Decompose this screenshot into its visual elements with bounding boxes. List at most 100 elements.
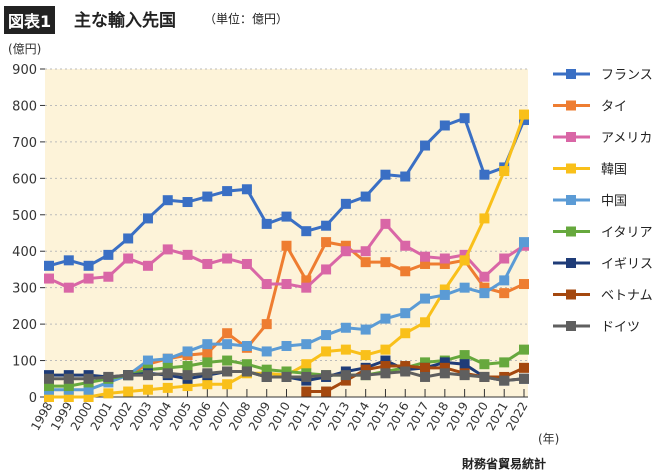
legend-marker — [566, 132, 576, 142]
data-point — [340, 344, 351, 355]
data-point — [281, 366, 292, 377]
data-point — [439, 258, 450, 269]
data-point — [420, 317, 431, 328]
data-point — [479, 282, 490, 293]
data-point — [202, 379, 213, 390]
data-point — [400, 308, 411, 319]
data-point — [63, 255, 74, 266]
data-point — [261, 319, 272, 330]
data-point — [142, 355, 153, 366]
legend-label: 韓国 — [601, 163, 627, 178]
legend-label: ドイツ — [601, 320, 640, 335]
data-point — [123, 370, 134, 381]
data-point — [301, 371, 312, 382]
data-point — [400, 266, 411, 277]
data-point — [103, 249, 114, 260]
data-point — [420, 371, 431, 382]
x-axis-label: (年) — [538, 432, 560, 446]
data-point — [420, 293, 431, 304]
data-point — [202, 357, 213, 368]
data-point — [83, 384, 94, 395]
data-point — [261, 279, 272, 290]
data-point — [459, 249, 470, 260]
data-point — [202, 348, 213, 359]
data-point — [519, 344, 529, 355]
data-point — [123, 233, 134, 244]
data-point — [241, 359, 252, 370]
data-point — [519, 237, 529, 248]
data-point — [360, 370, 371, 381]
data-point — [261, 218, 272, 229]
data-point — [182, 381, 193, 392]
data-point — [380, 257, 391, 268]
data-point — [340, 246, 351, 257]
data-point — [420, 251, 431, 262]
data-point — [241, 340, 252, 351]
data-point — [420, 362, 431, 373]
data-point — [321, 330, 332, 341]
data-point — [83, 273, 94, 284]
data-point — [202, 191, 213, 202]
legend-marker — [566, 163, 576, 174]
y-tick-label: 700 — [12, 136, 37, 151]
data-point — [301, 359, 312, 370]
data-point — [222, 328, 233, 339]
data-point — [182, 346, 193, 357]
data-point — [380, 169, 391, 180]
data-point — [63, 381, 74, 392]
data-point — [301, 386, 312, 397]
data-point — [519, 109, 529, 120]
data-point — [360, 350, 371, 361]
legend-label: フランス — [601, 68, 653, 83]
legend-marker — [566, 289, 576, 300]
data-point — [479, 288, 490, 299]
legend-label: タイ — [601, 100, 627, 115]
data-point — [439, 120, 450, 131]
data-point — [301, 226, 312, 237]
data-point — [321, 370, 332, 381]
data-point — [162, 195, 173, 206]
data-point — [400, 171, 411, 182]
legend-label: ベトナム — [601, 289, 653, 304]
data-point — [459, 370, 470, 381]
legend-marker — [566, 100, 576, 111]
data-point — [142, 384, 153, 395]
data-point — [202, 368, 213, 379]
y-tick-label: 500 — [12, 209, 37, 224]
data-point — [479, 169, 490, 180]
data-point — [321, 220, 332, 231]
data-point — [499, 288, 510, 299]
data-point — [281, 340, 292, 351]
data-point — [103, 388, 114, 399]
data-point — [182, 370, 193, 381]
data-point — [360, 246, 371, 257]
data-point — [162, 353, 173, 364]
legend-label: イタリア — [601, 226, 652, 241]
data-point — [439, 284, 450, 295]
data-point — [281, 371, 292, 382]
data-point — [499, 357, 510, 368]
data-point — [340, 370, 351, 381]
data-point — [301, 282, 312, 293]
data-point — [142, 260, 153, 271]
y-tick-label: 900 — [12, 63, 37, 78]
data-point — [281, 211, 292, 222]
data-point — [439, 362, 450, 373]
y-tick-label: 100 — [12, 355, 37, 370]
data-point — [182, 249, 193, 260]
data-point — [44, 273, 54, 284]
source-note: 財務省貿易統計 — [462, 457, 547, 471]
data-point — [360, 191, 371, 202]
data-point — [400, 240, 411, 251]
data-point — [321, 346, 332, 357]
data-point — [499, 253, 510, 264]
data-point — [400, 361, 411, 372]
data-point — [301, 275, 312, 286]
data-point — [380, 355, 391, 366]
data-point — [459, 113, 470, 124]
data-point — [241, 258, 252, 269]
data-point — [123, 253, 134, 264]
data-point — [261, 364, 272, 375]
legend-label: アメリカ — [601, 131, 652, 146]
